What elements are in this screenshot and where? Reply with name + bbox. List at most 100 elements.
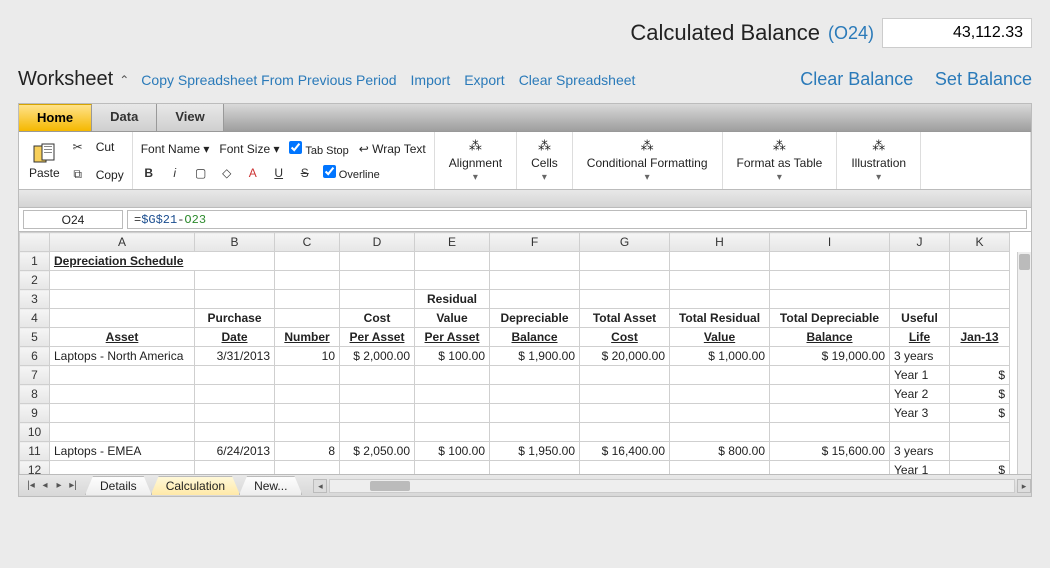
fill-color-button[interactable]: ◇	[219, 166, 235, 180]
sheet-nav-next[interactable]: ▸	[53, 480, 65, 491]
sheet-tab-calculation[interactable]: Calculation	[151, 476, 240, 495]
grid-cell[interactable]	[950, 290, 1010, 309]
col-header[interactable]: G	[580, 233, 670, 252]
grid-cell[interactable]	[770, 385, 890, 404]
col-header[interactable]: C	[275, 233, 340, 252]
clear-spreadsheet-link[interactable]: Clear Spreadsheet	[519, 72, 636, 88]
grid-cell[interactable]	[275, 271, 340, 290]
grid-cell[interactable]	[275, 366, 340, 385]
cut-button[interactable]: ✂Cut	[70, 135, 124, 159]
copy-button[interactable]: ⧉Copy	[70, 163, 124, 187]
grid-cell[interactable]: Date	[195, 328, 275, 347]
grid-cell[interactable]	[340, 385, 415, 404]
grid-cell[interactable]: Per Asset	[415, 328, 490, 347]
calculated-balance-input[interactable]	[882, 18, 1032, 48]
export-link[interactable]: Export	[464, 72, 504, 88]
paste-button[interactable]: Paste	[27, 140, 62, 182]
col-header[interactable]: J	[890, 233, 950, 252]
grid-cell[interactable]	[490, 423, 580, 442]
row-header[interactable]: 5	[20, 328, 50, 347]
conditional-formatting-dropdown[interactable]: ⁂ Conditional Formatting ▾	[573, 132, 723, 189]
grid-cell[interactable]	[415, 366, 490, 385]
grid-cell[interactable]: $	[950, 461, 1010, 475]
grid-cell[interactable]: $ 19,000.00	[770, 347, 890, 366]
grid-cell[interactable]: $	[950, 366, 1010, 385]
grid-cell[interactable]: Asset	[50, 328, 195, 347]
grid-cell[interactable]	[340, 290, 415, 309]
grid-cell[interactable]: Year 1	[890, 366, 950, 385]
row-header[interactable]: 9	[20, 404, 50, 423]
name-box[interactable]: O24	[23, 210, 123, 229]
grid-cell[interactable]	[340, 366, 415, 385]
grid-cell[interactable]: Balance	[770, 328, 890, 347]
grid-cell[interactable]	[275, 309, 340, 328]
spreadsheet-grid[interactable]: ABCDEFGHIJK1Depreciation Schedule23Resid…	[19, 232, 1010, 474]
grid-cell[interactable]: $ 100.00	[415, 347, 490, 366]
grid-cell[interactable]	[490, 366, 580, 385]
grid-cell[interactable]	[415, 252, 490, 271]
grid-cell[interactable]	[275, 461, 340, 475]
grid-cell[interactable]	[670, 290, 770, 309]
formula-bar[interactable]: =$G$21-O23	[127, 210, 1027, 229]
sheet-tab-new[interactable]: New...	[239, 476, 302, 495]
grid-cell[interactable]: 3/31/2013	[195, 347, 275, 366]
grid-cell[interactable]	[670, 271, 770, 290]
cells-dropdown[interactable]: ⁂ Cells ▾	[517, 132, 573, 189]
grid-cell[interactable]: $ 15,600.00	[770, 442, 890, 461]
illustration-dropdown[interactable]: ⁂ Illustration ▾	[837, 132, 921, 189]
grid-cell[interactable]: Depreciation Schedule	[50, 252, 275, 271]
grid-cell[interactable]: $ 1,000.00	[670, 347, 770, 366]
grid-cell[interactable]: Laptops - EMEA	[50, 442, 195, 461]
grid-cell[interactable]: $ 100.00	[415, 442, 490, 461]
grid-cell[interactable]	[580, 252, 670, 271]
grid-cell[interactable]	[195, 404, 275, 423]
collapse-icon[interactable]: ⌃	[119, 73, 129, 87]
grid-cell[interactable]	[490, 404, 580, 423]
col-header[interactable]: H	[670, 233, 770, 252]
col-header[interactable]: D	[340, 233, 415, 252]
grid-cell[interactable]: $ 20,000.00	[580, 347, 670, 366]
grid-cell[interactable]	[580, 423, 670, 442]
grid-cell[interactable]: Year 2	[890, 385, 950, 404]
grid-cell[interactable]	[950, 271, 1010, 290]
grid-cell[interactable]	[195, 423, 275, 442]
grid-cell[interactable]	[890, 290, 950, 309]
grid-cell[interactable]	[50, 309, 195, 328]
grid-cell[interactable]	[415, 423, 490, 442]
grid-cell[interactable]	[50, 385, 195, 404]
grid-cell[interactable]	[415, 271, 490, 290]
set-balance-link[interactable]: Set Balance	[935, 69, 1032, 89]
tab-home[interactable]: Home	[19, 104, 92, 131]
grid-cell[interactable]	[670, 461, 770, 475]
clear-balance-link[interactable]: Clear Balance	[800, 69, 913, 89]
select-all-cell[interactable]	[20, 233, 50, 252]
border-button[interactable]: ▢	[193, 166, 209, 180]
grid-cell[interactable]	[890, 271, 950, 290]
grid-cell[interactable]	[275, 423, 340, 442]
col-header[interactable]: E	[415, 233, 490, 252]
grid-cell[interactable]	[275, 252, 340, 271]
grid-cell[interactable]	[890, 423, 950, 442]
wrap-text-button[interactable]: ↩ Wrap Text	[359, 142, 426, 156]
grid-cell[interactable]: 3 years	[890, 442, 950, 461]
grid-cell[interactable]: Depreciable	[490, 309, 580, 328]
col-header[interactable]: B	[195, 233, 275, 252]
grid-cell[interactable]	[950, 252, 1010, 271]
sheet-nav-last[interactable]: ▸|	[67, 480, 79, 491]
grid-cell[interactable]	[50, 461, 195, 475]
grid-cell[interactable]	[275, 404, 340, 423]
grid-cell[interactable]: Year 3	[890, 404, 950, 423]
grid-cell[interactable]	[490, 290, 580, 309]
grid-cell[interactable]: 3 years	[890, 347, 950, 366]
grid-cell[interactable]	[770, 271, 890, 290]
italic-button[interactable]: i	[167, 166, 183, 180]
row-header[interactable]: 2	[20, 271, 50, 290]
col-header[interactable]: I	[770, 233, 890, 252]
format-as-table-dropdown[interactable]: ⁂ Format as Table ▾	[723, 132, 838, 189]
import-link[interactable]: Import	[411, 72, 451, 88]
strikethrough-button[interactable]: S	[297, 166, 313, 180]
grid-cell[interactable]	[50, 290, 195, 309]
vertical-scrollbar[interactable]	[1017, 252, 1031, 474]
col-header[interactable]: K	[950, 233, 1010, 252]
grid-cell[interactable]	[580, 271, 670, 290]
